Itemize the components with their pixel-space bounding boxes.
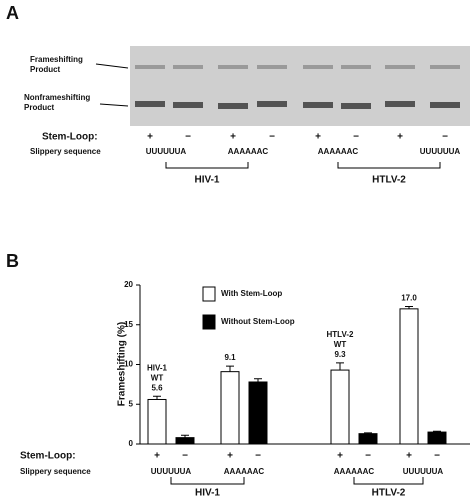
legend-label: Without Stem-Loop bbox=[221, 317, 295, 326]
legend-swatch bbox=[202, 286, 216, 302]
stem-loop-sign: + bbox=[147, 132, 153, 143]
group-label: HTLV-2 bbox=[372, 488, 406, 499]
stem-loop-sign: + bbox=[406, 451, 412, 462]
gel-band bbox=[173, 65, 203, 69]
y-tick-label: 0 bbox=[129, 439, 134, 448]
band-label: Product bbox=[30, 65, 61, 74]
sequence-label: UUUUUUA bbox=[420, 147, 461, 156]
gel-band bbox=[341, 65, 371, 69]
stem-loop-sign: − bbox=[353, 132, 359, 143]
error-bar bbox=[181, 434, 189, 438]
error-bar bbox=[153, 395, 161, 400]
gel-band bbox=[303, 102, 333, 108]
stem-loop-sign: − bbox=[269, 132, 275, 143]
panel-label: B bbox=[6, 251, 19, 271]
value-label: 5.6 bbox=[151, 383, 163, 392]
stem-loop-sign: − bbox=[365, 451, 371, 462]
bar bbox=[175, 437, 195, 445]
stem-loop-sign: − bbox=[442, 132, 448, 143]
x-tick-label: AAAAAAC bbox=[334, 467, 375, 476]
stem-loop-sign: + bbox=[154, 451, 160, 462]
stem-loop-sign: − bbox=[182, 451, 188, 462]
gel-band bbox=[135, 65, 165, 69]
gel-band bbox=[257, 101, 287, 107]
slippery-label: Slippery sequence bbox=[30, 147, 101, 156]
gel-band bbox=[218, 103, 248, 109]
stem-loop-sign: + bbox=[315, 132, 321, 143]
y-axis-label: Frameshifting (%) bbox=[117, 322, 128, 406]
gel-band bbox=[218, 65, 248, 69]
group-label: HTLV-2 bbox=[372, 175, 406, 186]
value-label: 9.3 bbox=[334, 350, 346, 359]
gel-band bbox=[385, 101, 415, 107]
stem-loop-sign: + bbox=[337, 451, 343, 462]
error-bar bbox=[254, 378, 262, 382]
y-tick-label: 20 bbox=[124, 280, 133, 289]
band-label: Nonframeshifting bbox=[24, 93, 90, 102]
group-label: HIV-1 bbox=[194, 175, 219, 186]
y-tick-label: 10 bbox=[124, 360, 133, 369]
bar bbox=[330, 369, 350, 445]
gel-band bbox=[257, 65, 287, 69]
gel-band bbox=[303, 65, 333, 69]
arrow bbox=[99, 103, 129, 107]
sequence-label: AAAAAAC bbox=[318, 147, 359, 156]
annotation: WT bbox=[334, 340, 347, 349]
sequence-label: AAAAAAC bbox=[228, 147, 269, 156]
x-tick-label: UUUUUUA bbox=[403, 467, 444, 476]
gel-band bbox=[430, 102, 460, 108]
bar bbox=[399, 308, 419, 445]
bar bbox=[358, 433, 378, 445]
bracket bbox=[337, 162, 441, 169]
y-tick-label: 5 bbox=[129, 399, 134, 408]
value-label: 9.1 bbox=[224, 353, 236, 362]
annotation: WT bbox=[151, 373, 164, 382]
gel-band bbox=[385, 65, 415, 69]
bracket bbox=[170, 477, 245, 485]
error-bar bbox=[405, 305, 413, 309]
stem-loop-sign: + bbox=[230, 132, 236, 143]
error-bar bbox=[336, 362, 344, 371]
bar bbox=[220, 371, 240, 445]
gel-band bbox=[135, 101, 165, 107]
error-bar bbox=[433, 430, 441, 433]
bar bbox=[147, 398, 167, 445]
slippery-label: Slippery sequence bbox=[20, 467, 91, 476]
gel-band bbox=[341, 103, 371, 109]
legend-swatch bbox=[202, 314, 216, 330]
group-label: HIV-1 bbox=[195, 488, 220, 499]
error-bar bbox=[364, 432, 372, 434]
stem-loop-label: Stem-Loop: bbox=[20, 451, 76, 462]
panel-label: A bbox=[6, 3, 19, 23]
legend-label: With Stem-Loop bbox=[221, 289, 282, 298]
bracket bbox=[165, 162, 249, 169]
stem-loop-sign: + bbox=[227, 451, 233, 462]
stem-loop-label: Stem-Loop: bbox=[42, 132, 98, 143]
y-tick-label: 15 bbox=[124, 320, 133, 329]
bracket bbox=[353, 477, 424, 485]
x-tick-label: UUUUUUA bbox=[151, 467, 192, 476]
error-bar bbox=[226, 365, 234, 372]
gel bbox=[130, 46, 470, 126]
value-label: 17.0 bbox=[401, 294, 417, 303]
x-tick-label: AAAAAAC bbox=[224, 467, 265, 476]
stem-loop-sign: − bbox=[255, 451, 261, 462]
bar bbox=[427, 431, 447, 445]
arrow bbox=[95, 63, 129, 69]
annotation: HIV-1 bbox=[147, 363, 168, 372]
gel-band bbox=[430, 65, 460, 69]
bar bbox=[248, 381, 268, 445]
band-label: Frameshifting bbox=[30, 55, 83, 64]
annotation: HTLV-2 bbox=[327, 330, 355, 339]
stem-loop-sign: + bbox=[397, 132, 403, 143]
stem-loop-sign: − bbox=[434, 451, 440, 462]
band-label: Product bbox=[24, 103, 55, 112]
gel-band bbox=[173, 102, 203, 108]
stem-loop-sign: − bbox=[185, 132, 191, 143]
sequence-label: UUUUUUA bbox=[146, 147, 187, 156]
